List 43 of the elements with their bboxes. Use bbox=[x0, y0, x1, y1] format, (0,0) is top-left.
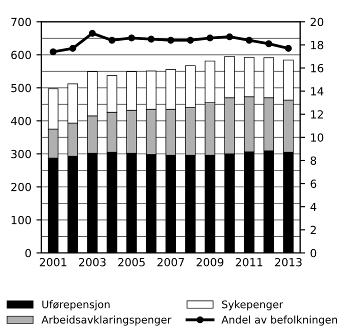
x-tick-label: 2003 bbox=[79, 258, 106, 266]
point bbox=[206, 34, 214, 42]
point bbox=[265, 40, 272, 48]
y2-tick-label: 14 bbox=[311, 87, 324, 96]
x-tick-label: 2001 bbox=[40, 258, 66, 266]
y-tick-label: 600 bbox=[11, 50, 31, 60]
y2-tick-label: 12 bbox=[311, 110, 323, 118]
y-tick-label: 100 bbox=[12, 216, 31, 224]
y-tick-label: 400 bbox=[11, 116, 31, 126]
legend-label: Uførepensjon bbox=[42, 300, 110, 310]
point bbox=[186, 36, 194, 44]
y2-tick-label: 6 bbox=[310, 180, 316, 188]
y-tick-label: 700 bbox=[11, 18, 31, 26]
x-tick-label: 2011 bbox=[236, 258, 262, 266]
legend-label: Andel av befolkningen bbox=[221, 316, 338, 326]
y2-tick-label: 8 bbox=[310, 156, 316, 165]
point bbox=[284, 44, 292, 52]
y2-tick-label: 4 bbox=[310, 202, 316, 211]
point bbox=[148, 36, 155, 43]
y-tick-label: 0 bbox=[25, 248, 31, 258]
point bbox=[167, 36, 174, 44]
legend-label: Sykepenger bbox=[222, 300, 284, 310]
point bbox=[246, 36, 253, 44]
legend-label: Arbeidsavklaringspenger bbox=[42, 316, 172, 326]
point bbox=[128, 34, 136, 42]
point bbox=[226, 33, 234, 40]
x-tick-label: 2013 bbox=[275, 258, 302, 266]
y2-tick-label: 18 bbox=[311, 40, 324, 50]
point bbox=[108, 36, 116, 44]
y-tick-label: 300 bbox=[11, 150, 31, 158]
y2-tick-label: 0 bbox=[310, 248, 316, 258]
point bbox=[69, 44, 76, 52]
x-tick-label: 2007 bbox=[157, 258, 184, 266]
x-tick-label: 2009 bbox=[196, 258, 224, 266]
point bbox=[50, 48, 57, 56]
y-tick-label: 500 bbox=[11, 84, 31, 92]
y2-tick-label: 16 bbox=[311, 64, 324, 72]
point bbox=[88, 30, 96, 37]
y-tick-label: 200 bbox=[11, 182, 31, 192]
y2-tick-label: 20 bbox=[310, 18, 324, 26]
y2-tick-label: 10 bbox=[311, 133, 324, 142]
y2-tick-label: 2 bbox=[310, 226, 316, 234]
x-tick-label: 2005 bbox=[118, 258, 145, 266]
